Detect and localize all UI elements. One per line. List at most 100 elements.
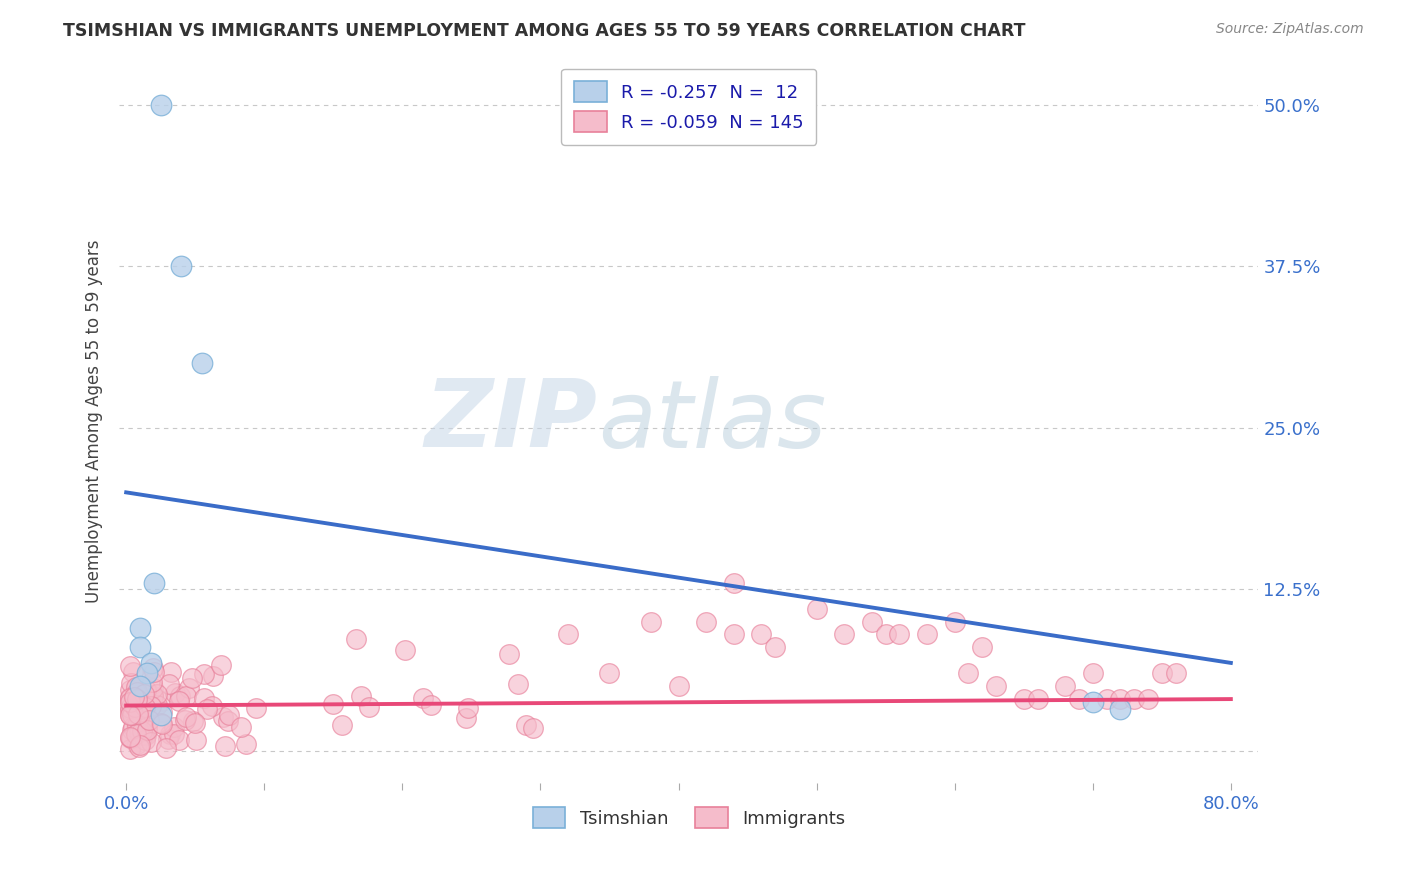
Point <box>330 717 353 731</box>
Point <box>149 707 172 722</box>
Point <box>167 732 190 747</box>
Point <box>889 627 911 641</box>
Point <box>155 741 177 756</box>
Point <box>142 661 165 675</box>
Point <box>751 627 773 641</box>
Point <box>412 691 434 706</box>
Point <box>129 640 152 655</box>
Point <box>183 714 205 728</box>
Point <box>128 713 150 727</box>
Point <box>454 711 477 725</box>
Text: Source: ZipAtlas.com: Source: ZipAtlas.com <box>1216 22 1364 37</box>
Point <box>141 674 163 689</box>
Point <box>176 709 198 723</box>
Point <box>129 679 152 693</box>
Point <box>135 666 157 681</box>
Point <box>120 691 142 706</box>
Point <box>214 739 236 753</box>
Point <box>120 707 142 722</box>
Point <box>169 689 191 703</box>
Point <box>124 722 146 736</box>
Point <box>121 720 143 734</box>
Point <box>668 679 690 693</box>
Text: TSIMSHIAN VS IMMIGRANTS UNEMPLOYMENT AMONG AGES 55 TO 59 YEARS CORRELATION CHART: TSIMSHIAN VS IMMIGRANTS UNEMPLOYMENT AMO… <box>63 22 1026 40</box>
Point <box>640 615 662 629</box>
Point <box>1095 692 1118 706</box>
Point <box>120 700 142 714</box>
Point <box>457 701 479 715</box>
Point <box>139 735 162 749</box>
Point <box>193 691 215 706</box>
Point <box>135 683 157 698</box>
Point <box>1026 692 1049 706</box>
Point <box>127 685 149 699</box>
Point <box>121 707 143 722</box>
Point <box>174 690 197 704</box>
Point <box>120 742 142 756</box>
Point <box>159 727 181 741</box>
Point <box>984 679 1007 693</box>
Point <box>150 706 173 720</box>
Point <box>162 720 184 734</box>
Point <box>943 615 966 629</box>
Point <box>209 657 232 672</box>
Point <box>1136 692 1159 706</box>
Point <box>120 682 142 697</box>
Point <box>169 694 191 708</box>
Point <box>120 695 142 709</box>
Point <box>173 713 195 727</box>
Point <box>860 615 883 629</box>
Point <box>160 665 183 679</box>
Point <box>146 687 169 701</box>
Point <box>142 575 165 590</box>
Point <box>120 731 142 746</box>
Point <box>120 730 142 744</box>
Point <box>1054 679 1077 693</box>
Point <box>957 666 980 681</box>
Point <box>170 260 193 274</box>
Point <box>598 666 620 681</box>
Point <box>150 694 173 708</box>
Point <box>138 713 160 727</box>
Point <box>915 627 938 641</box>
Point <box>128 710 150 724</box>
Point <box>132 686 155 700</box>
Point <box>1109 702 1132 716</box>
Point <box>135 728 157 742</box>
Point <box>1081 666 1104 681</box>
Point <box>136 709 159 723</box>
Point <box>193 666 215 681</box>
Point <box>120 731 142 745</box>
Point <box>157 732 180 747</box>
Point <box>1123 692 1146 706</box>
Point <box>806 601 828 615</box>
Point <box>1012 692 1035 706</box>
Point <box>124 700 146 714</box>
Point <box>875 627 897 641</box>
Point <box>1081 695 1104 709</box>
Point <box>143 665 166 679</box>
Point <box>128 701 150 715</box>
Point <box>120 695 142 709</box>
Point <box>129 680 152 694</box>
Point <box>498 647 520 661</box>
Point <box>183 716 205 731</box>
Point <box>139 656 162 670</box>
Point <box>122 690 145 704</box>
Point <box>557 627 579 641</box>
Point <box>157 676 180 690</box>
Point <box>177 681 200 696</box>
Point <box>231 720 253 734</box>
Point <box>127 714 149 729</box>
Point <box>191 356 214 370</box>
Point <box>132 728 155 742</box>
Point <box>195 702 218 716</box>
Point <box>120 700 142 714</box>
Point <box>1164 666 1187 681</box>
Point <box>201 668 224 682</box>
Point <box>128 739 150 754</box>
Point <box>723 575 745 590</box>
Point <box>150 716 173 731</box>
Point <box>184 733 207 747</box>
Point <box>120 707 142 722</box>
